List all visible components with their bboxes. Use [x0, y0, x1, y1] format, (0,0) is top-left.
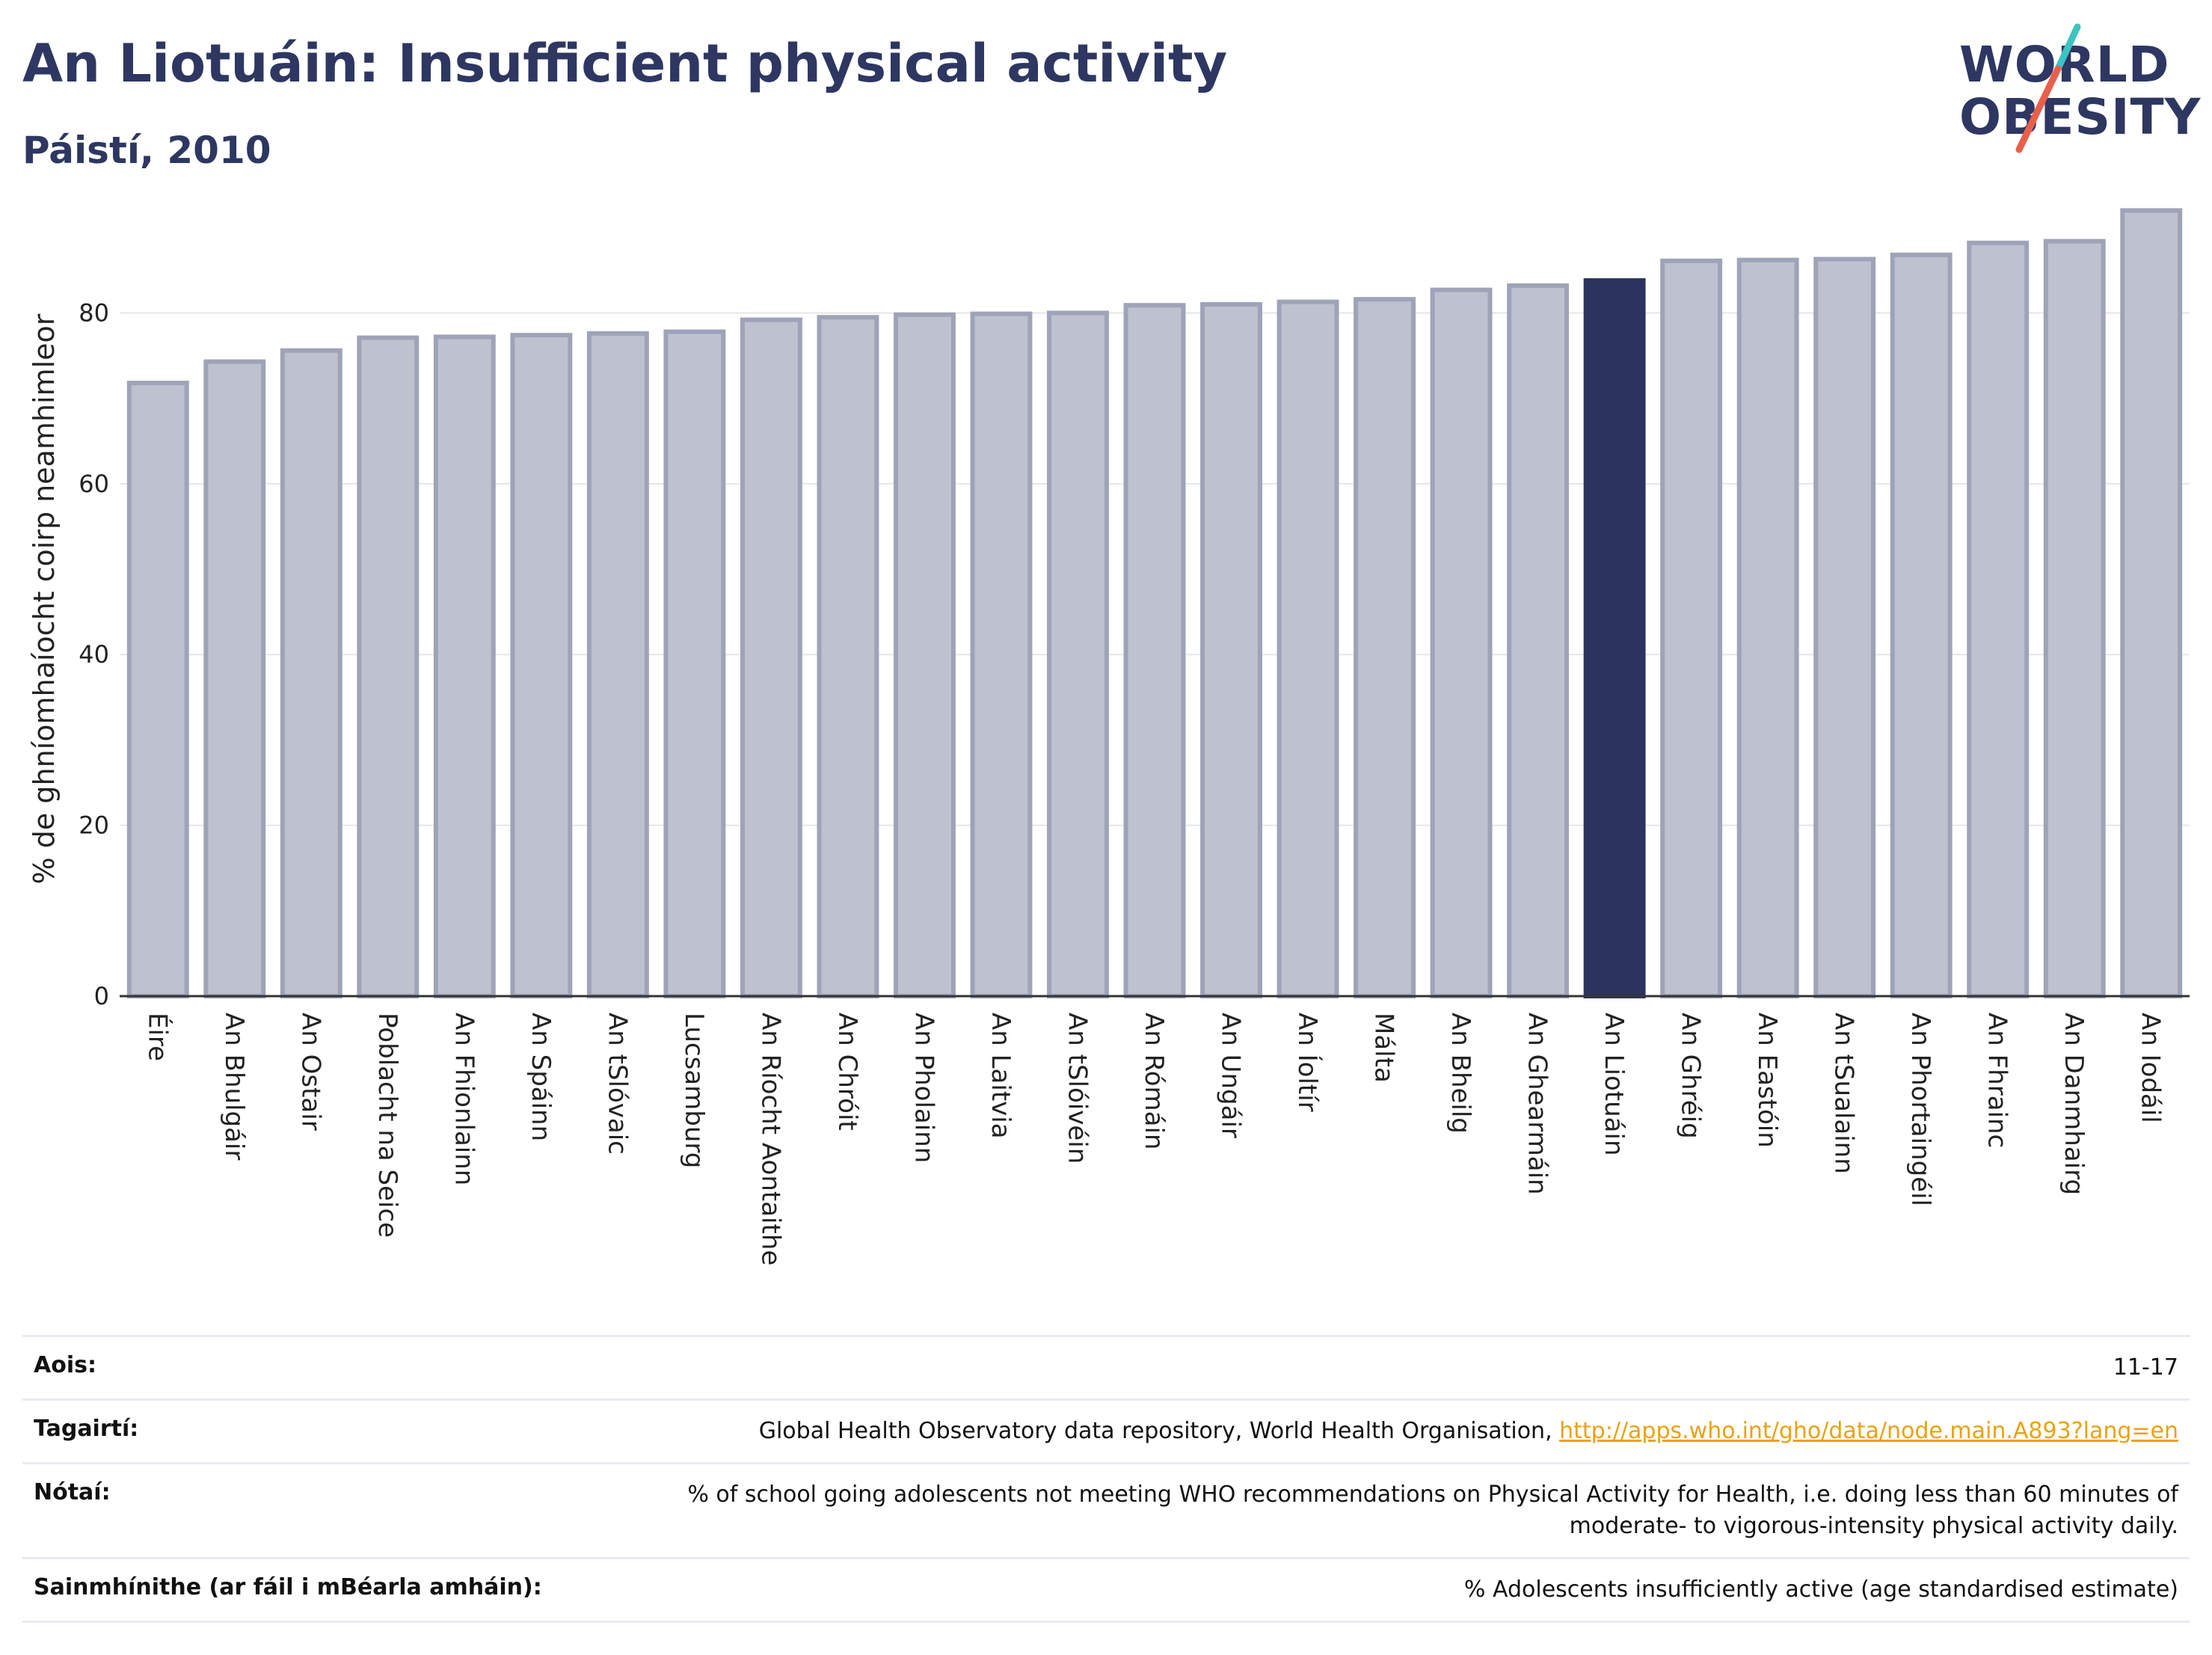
- bar: [663, 329, 726, 998]
- logo-slash-icon: [2015, 23, 2081, 153]
- x-tick-label: An Danmhairg: [2059, 1013, 2089, 1195]
- bar-chart: 0 20 40 60 80 % de ghníomhaíocht coirp neamhi…: [28, 208, 2190, 1265]
- x-tick-label: Lucsamburg: [679, 1013, 709, 1168]
- meta-row-definitions: Sainmhínithe (ar fáil i mBéarla amháin):…: [22, 1557, 2190, 1623]
- bar: [1276, 299, 1339, 998]
- bar: [357, 335, 420, 998]
- bar: [1967, 240, 2030, 998]
- x-tick-label: An Ghréig: [1676, 1013, 1706, 1139]
- bar: [2120, 208, 2183, 999]
- bar: [1736, 257, 1799, 998]
- bar: [817, 315, 879, 998]
- meta-row-notes: Nótaí: % of school going adolescents not…: [22, 1462, 2190, 1557]
- bar: [970, 311, 1033, 998]
- bar: [126, 381, 189, 998]
- meta-label: Nótaí:: [34, 1479, 111, 1505]
- bar: [1200, 302, 1262, 998]
- x-tick-label: Éire: [142, 1013, 173, 1061]
- bar: [1430, 287, 1493, 998]
- y-tick-label: 80: [79, 298, 109, 327]
- bar: [2043, 239, 2106, 998]
- bar: [586, 331, 649, 998]
- meta-label: Sainmhínithe (ar fáil i mBéarla amháin):: [34, 1574, 542, 1600]
- metadata-table: Aois: 11-17 Tagairtí: Global Health Obse…: [22, 1335, 2190, 1623]
- bar: [1123, 303, 1186, 998]
- bar: [510, 333, 573, 999]
- y-axis-title: % de ghníomhaíocht coirp neamhimleor: [28, 313, 61, 884]
- x-tick-label: An Fhrainc: [1982, 1013, 2012, 1148]
- x-tick-label: An Íoltír: [1292, 1013, 1323, 1112]
- meta-label: Tagairtí:: [34, 1416, 139, 1442]
- meta-value-references: Global Health Observatory data repositor…: [759, 1416, 2178, 1447]
- x-tick-label: An Bheilg: [1446, 1013, 1475, 1134]
- x-tick-label: An tSualainn: [1829, 1013, 1859, 1174]
- bar: [894, 312, 956, 998]
- reference-link[interactable]: http://apps.who.int/gho/data/node.main.A…: [1559, 1418, 2178, 1444]
- x-tick-label: An Eastóin: [1752, 1013, 1782, 1148]
- meta-row-age: Aois: 11-17: [22, 1335, 2190, 1398]
- x-tick-label: An Phortaingéil: [1905, 1013, 1935, 1206]
- chart-subtitle: Páistí, 2010: [22, 129, 271, 172]
- meta-row-references: Tagairtí: Global Health Observatory data…: [22, 1398, 2190, 1462]
- logo-line-2: OBESITY: [1959, 88, 2202, 146]
- x-tick-label: An Chróit: [832, 1013, 862, 1131]
- bar: [1660, 258, 1723, 999]
- bar: [1813, 257, 1876, 998]
- bar: [1354, 297, 1416, 998]
- meta-label: Aois:: [34, 1352, 96, 1378]
- x-tick-label: An Bhulgáir: [219, 1013, 249, 1160]
- bar: [433, 334, 496, 999]
- meta-value: % of school going adolescents not meetin…: [687, 1481, 2178, 1539]
- x-tick-label: Poblacht na Seice: [372, 1013, 402, 1238]
- meta-value: 11-17: [2113, 1354, 2178, 1381]
- y-tick-label: 20: [79, 811, 109, 840]
- x-tick-label: An Ungáir: [1216, 1013, 1246, 1138]
- y-tick-label: 60: [79, 470, 109, 498]
- chart-title: An Liotuáin: Insufficient physical activ…: [22, 33, 1228, 94]
- bar: [1507, 283, 1570, 998]
- x-tick-label: An Pholainn: [909, 1013, 938, 1163]
- bar: [1047, 310, 1109, 998]
- logo-line-1: WORLD: [1959, 36, 2170, 93]
- x-tick-label: An Ghearmáin: [1523, 1013, 1552, 1195]
- y-tick-label: 0: [94, 982, 109, 1010]
- x-tick-label: An Fhionlainn: [449, 1013, 479, 1185]
- x-tick-label: An Ostair: [295, 1013, 325, 1131]
- bar: [1890, 252, 1953, 998]
- x-tick-label: An Ríocht Aontaithe: [755, 1013, 785, 1265]
- x-tick-label: An tSlóvaic: [602, 1013, 632, 1155]
- x-tick-label: An Spáinn: [526, 1013, 556, 1141]
- y-tick-label: 40: [79, 640, 109, 669]
- x-tick-label: An Laitvia: [986, 1013, 1016, 1139]
- meta-value: % Adolescents insufficiently active (age…: [1463, 1576, 2178, 1603]
- bar-highlighted: [1583, 278, 1646, 999]
- x-tick-label: An Liotuáin: [1599, 1013, 1629, 1156]
- x-tick-label: An Iodáil: [2136, 1013, 2166, 1123]
- world-obesity-logo: WORLD OBESITY: [1944, 22, 2202, 157]
- bar: [740, 317, 802, 998]
- x-tick-label: Málta: [1369, 1013, 1399, 1083]
- bar: [280, 348, 342, 998]
- bar: [203, 359, 266, 998]
- x-tick-label: An Rómáin: [1139, 1013, 1169, 1149]
- x-tick-label: An tSlóivéin: [1062, 1013, 1092, 1164]
- reference-text: Global Health Observatory data repositor…: [758, 1418, 1560, 1444]
